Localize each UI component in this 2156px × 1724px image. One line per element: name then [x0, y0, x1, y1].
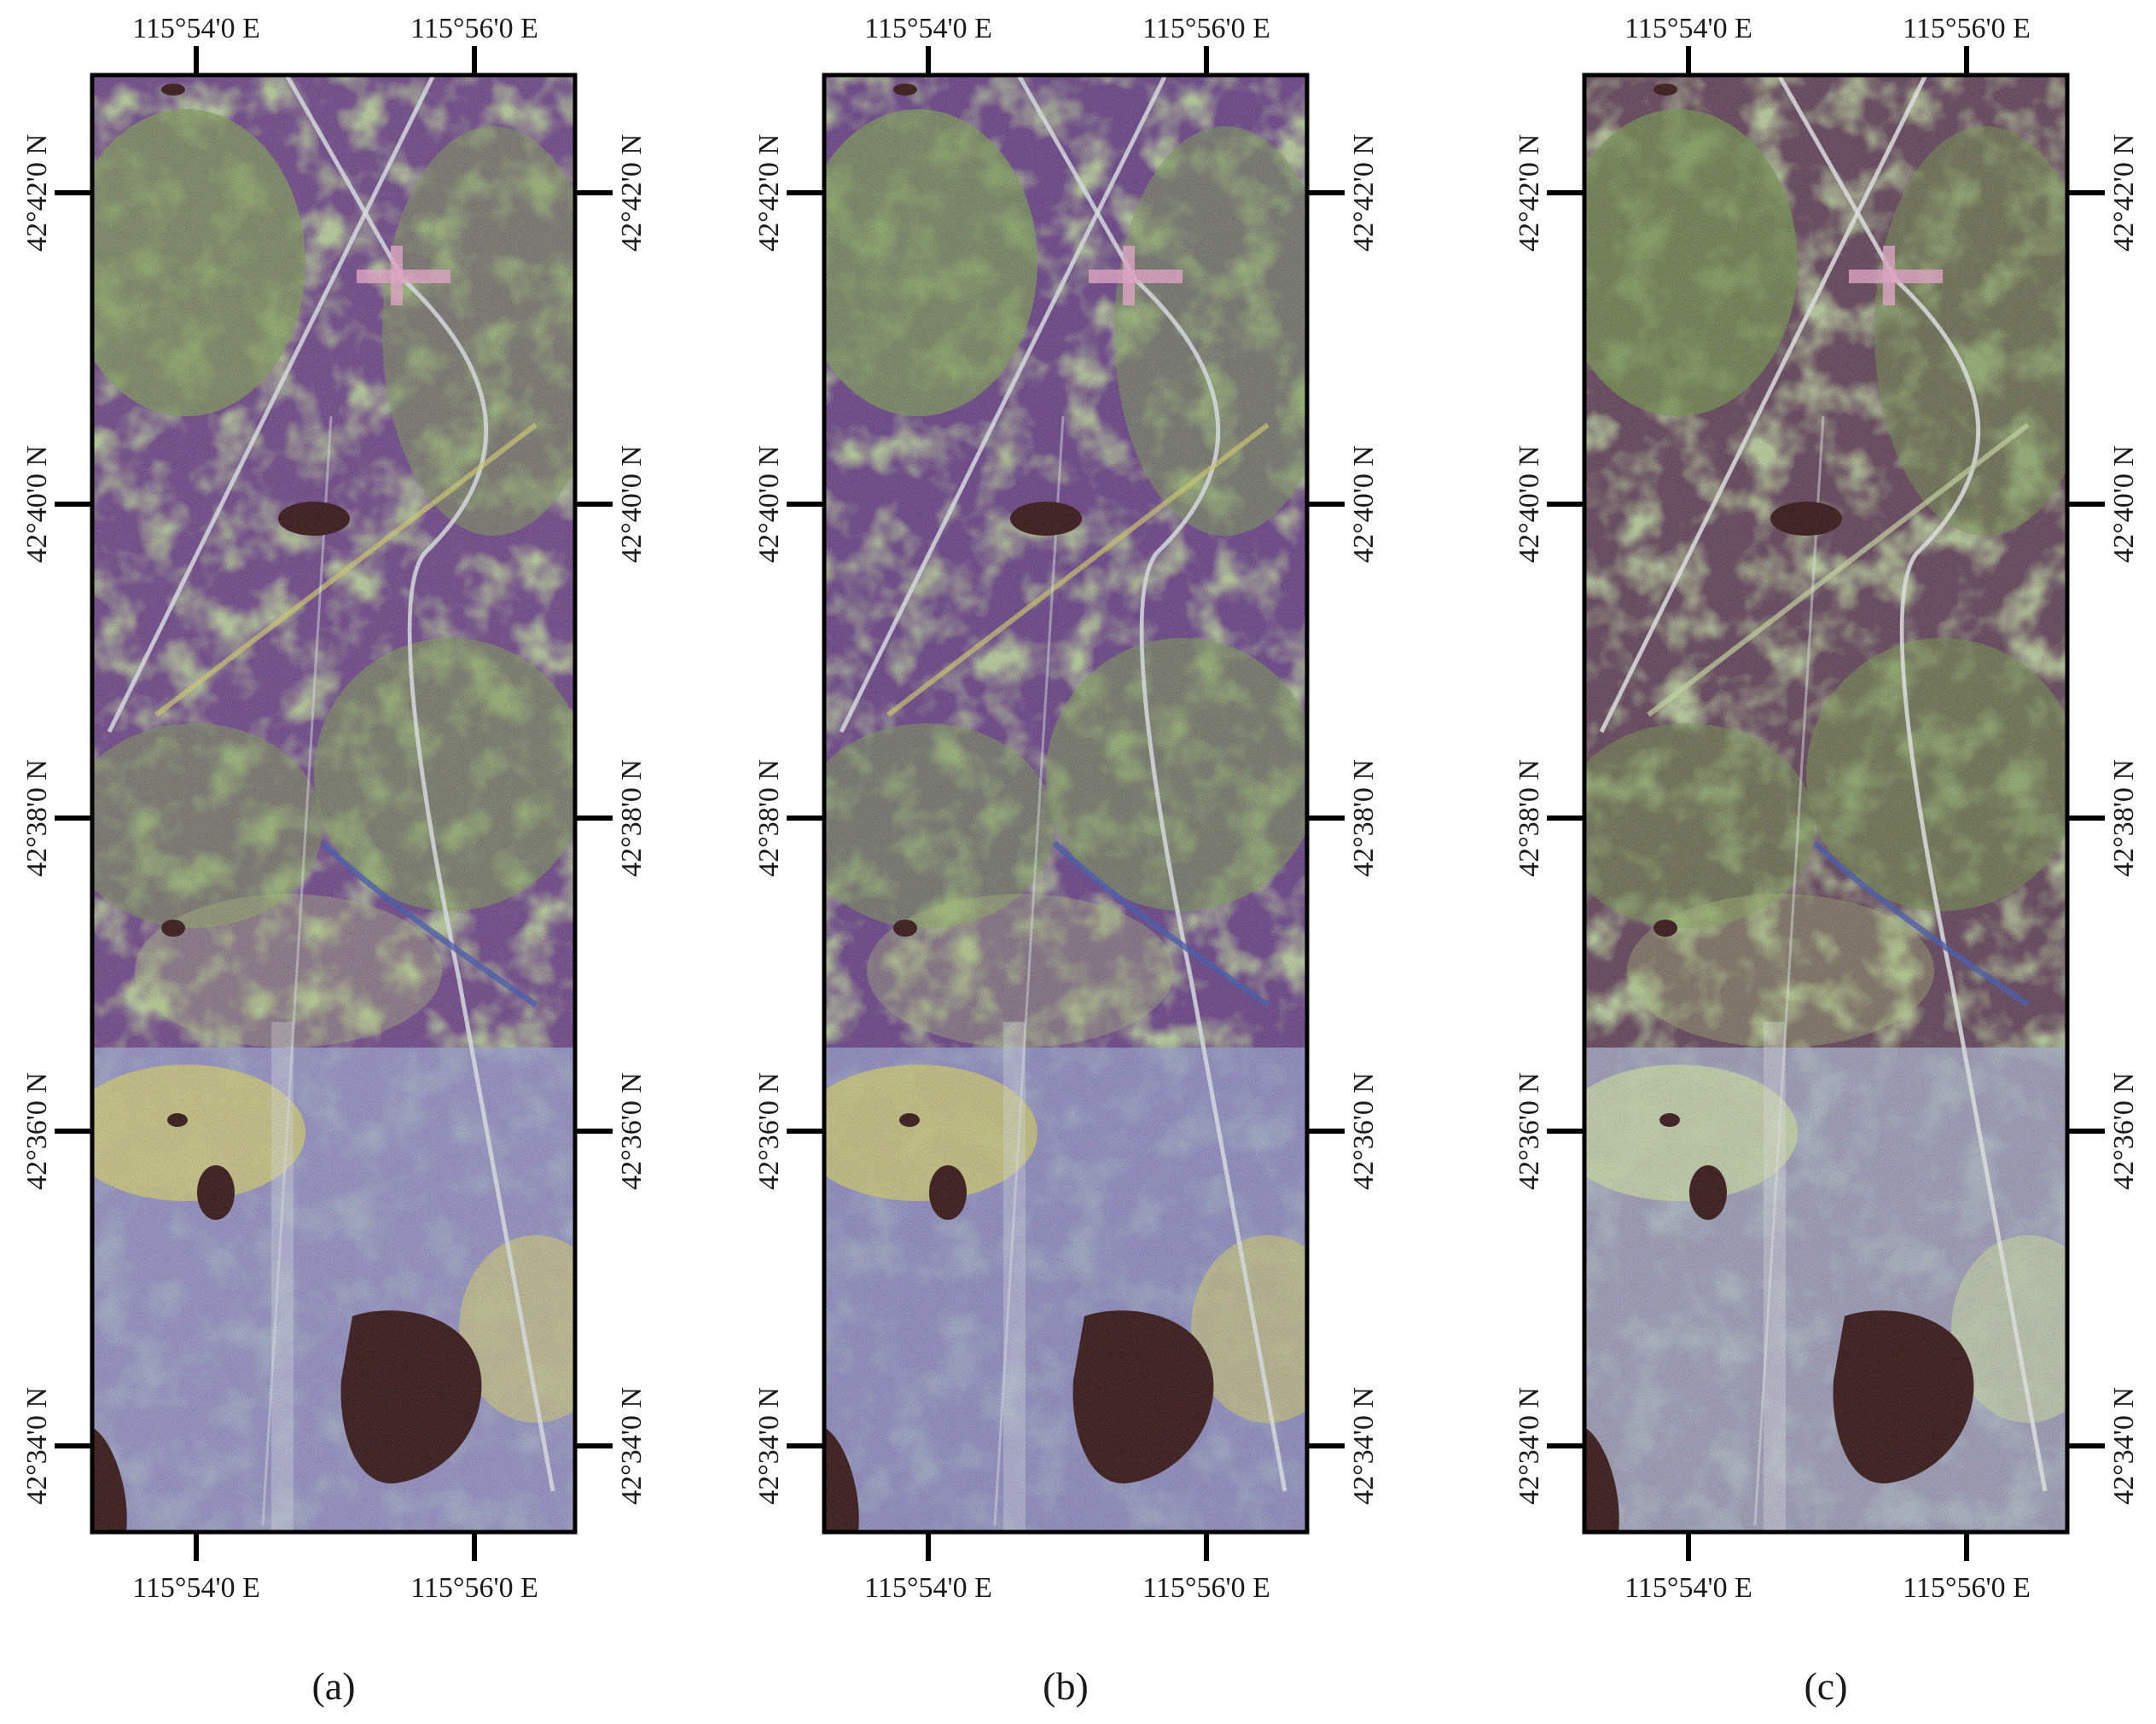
- sar-image: [92, 75, 575, 1532]
- y-label-left: 42°34'0 N: [1514, 1387, 1545, 1505]
- y-label-right: 42°38'0 N: [616, 759, 648, 877]
- y-label-left: 42°40'0 N: [1514, 445, 1545, 563]
- y-label-left: 42°34'0 N: [21, 1387, 53, 1505]
- y-label-left: 42°38'0 N: [21, 759, 53, 877]
- y-label-right: 42°36'0 N: [2108, 1072, 2140, 1190]
- y-label-left: 42°40'0 N: [21, 445, 53, 563]
- x-label-bottom: 115°54'0 E: [1624, 1572, 1752, 1604]
- y-label-left: 42°38'0 N: [753, 759, 785, 877]
- y-label-right: 42°40'0 N: [616, 445, 648, 563]
- y-label-left: 42°36'0 N: [753, 1072, 785, 1190]
- panel-c: 115°54'0 E 115°54'0 E 115°56'0 E 115°56'0 E…: [1514, 13, 2140, 1708]
- y-label-right: 42°38'0 N: [2108, 759, 2140, 877]
- map-frame: [822, 73, 1310, 1535]
- y-label-right: 42°42'0 N: [616, 134, 648, 252]
- y-label-right: 42°36'0 N: [1348, 1072, 1380, 1190]
- y-label-left: 42°40'0 N: [753, 445, 785, 563]
- y-label-left: 42°34'0 N: [753, 1387, 785, 1505]
- x-label-bottom: 115°54'0 E: [132, 1572, 260, 1604]
- sar-image: [824, 75, 1307, 1532]
- x-label-top: 115°56'0 E: [410, 13, 538, 44]
- y-label-left: 42°42'0 N: [1514, 134, 1545, 252]
- x-label-top: 115°54'0 E: [1624, 13, 1752, 44]
- y-label-right: 42°42'0 N: [2108, 134, 2140, 252]
- panel-caption: (a): [311, 1664, 355, 1708]
- y-label-right: 42°36'0 N: [616, 1072, 648, 1190]
- y-label-right: 42°42'0 N: [1348, 134, 1380, 252]
- sar-image: [1584, 75, 2067, 1532]
- x-label-top: 115°54'0 E: [132, 13, 260, 44]
- panel-a: 115°54'0 E 115°54'0 E 115°56'0 E 115°56'0 E…: [21, 13, 648, 1708]
- y-label-right: 42°38'0 N: [1348, 759, 1380, 877]
- y-label-right: 42°40'0 N: [2108, 445, 2140, 563]
- y-label-left: 42°36'0 N: [1514, 1072, 1545, 1190]
- panel-caption: (b): [1043, 1664, 1089, 1708]
- y-label-left: 42°36'0 N: [21, 1072, 53, 1190]
- x-label-top: 115°54'0 E: [864, 13, 992, 44]
- y-label-left: 42°42'0 N: [753, 134, 785, 252]
- x-label-bottom: 115°56'0 E: [1903, 1572, 2031, 1604]
- y-label-left: 42°42'0 N: [21, 134, 53, 252]
- x-label-bottom: 115°56'0 E: [410, 1572, 538, 1604]
- y-label-right: 42°34'0 N: [2108, 1387, 2140, 1505]
- x-label-bottom: 115°54'0 E: [864, 1572, 992, 1604]
- y-label-left: 42°38'0 N: [1514, 759, 1545, 877]
- panel-b: 115°54'0 E 115°54'0 E 115°56'0 E 115°56'0 E…: [753, 13, 1380, 1708]
- x-label-bottom: 115°56'0 E: [1142, 1572, 1270, 1604]
- map-frame: [1582, 73, 2070, 1535]
- y-label-right: 42°34'0 N: [616, 1387, 648, 1505]
- x-label-top: 115°56'0 E: [1142, 13, 1270, 44]
- panel-caption: (c): [1804, 1664, 1847, 1708]
- x-label-top: 115°56'0 E: [1903, 13, 2031, 44]
- y-label-right: 42°34'0 N: [1348, 1387, 1380, 1505]
- map-frame: [90, 73, 578, 1535]
- y-label-right: 42°40'0 N: [1348, 445, 1380, 563]
